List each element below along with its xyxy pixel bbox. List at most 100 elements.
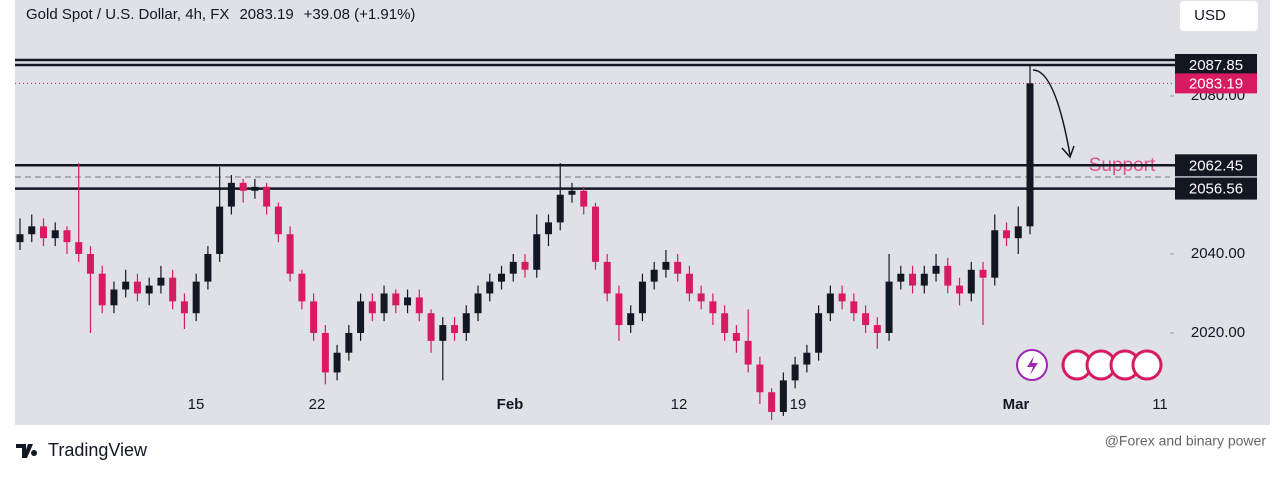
header: Gold Spot / U.S. Dollar, 4h, FX 2083.19 +3… — [26, 6, 415, 23]
currency-button[interactable] — [1180, 1, 1258, 31]
header-change: +39.08 (+1.91%) — [304, 6, 416, 23]
candle-body — [251, 186, 259, 191]
x-tick-label: 22 — [309, 396, 326, 413]
candle-body — [368, 301, 376, 314]
candle-body — [380, 293, 388, 314]
candle-body — [580, 190, 588, 207]
candle-body — [991, 230, 999, 278]
candle-body — [451, 325, 459, 333]
candle-body — [509, 261, 517, 274]
candle-body — [779, 380, 787, 412]
branding: TradingView — [48, 440, 148, 460]
candle-body — [404, 297, 412, 306]
candle-body — [732, 332, 740, 341]
candle-body — [98, 273, 106, 306]
candle-body — [756, 364, 764, 393]
x-tick-label: 11 — [1152, 396, 1168, 413]
level-label: 2087.85 — [1189, 57, 1243, 74]
candle-body — [1026, 83, 1034, 227]
candle-body — [145, 285, 153, 294]
x-tick-label: 12 — [671, 396, 688, 413]
candle-body — [744, 340, 752, 365]
arrow-head — [1061, 145, 1075, 159]
candle-body — [638, 281, 646, 314]
candle-body — [157, 277, 165, 286]
arrow — [1032, 69, 1071, 156]
candle-body — [439, 325, 447, 341]
candle-body — [169, 277, 177, 302]
candle-body — [791, 364, 799, 381]
candle-body — [920, 273, 928, 286]
candle-body — [263, 186, 271, 207]
candle-body — [122, 281, 130, 290]
candle-body — [603, 261, 611, 294]
header-price: 2083.19 — [239, 6, 293, 23]
level-label: 2062.45 — [1189, 157, 1243, 174]
plot-background — [15, 0, 1270, 425]
candle-body — [850, 301, 858, 314]
level-label: 2056.56 — [1189, 181, 1243, 198]
candle-body — [838, 293, 846, 302]
candle-body — [345, 332, 353, 353]
candle-body — [474, 293, 482, 314]
candle-body — [486, 281, 494, 294]
candle-body — [979, 269, 987, 278]
candle-body — [427, 313, 435, 341]
x-tick-label: Feb — [497, 396, 524, 413]
candle-body — [533, 234, 541, 270]
candle-body — [392, 293, 400, 306]
candle-body — [333, 352, 341, 373]
candle-body — [591, 206, 599, 262]
candle-body — [662, 261, 670, 270]
candle-body — [28, 226, 36, 235]
flag-icon[interactable] — [1131, 349, 1163, 381]
candle-body — [16, 234, 24, 243]
candle-body — [75, 242, 83, 254]
candle-body — [815, 313, 823, 353]
candle-body — [932, 265, 940, 274]
chart-title: Gold Spot / U.S. Dollar, 4h, FX — [26, 6, 229, 23]
candle-body — [298, 273, 306, 302]
x-tick-label: Mar — [1003, 396, 1030, 413]
icons — [1016, 349, 1163, 381]
candle-body — [86, 253, 94, 274]
candle-body — [826, 293, 834, 314]
tv-logo — [16, 444, 38, 458]
candle-body — [216, 206, 224, 254]
candle-body — [133, 281, 141, 294]
candle-body — [709, 301, 717, 314]
candle-body — [204, 253, 212, 282]
lightning — [1027, 356, 1038, 375]
candle-body — [615, 293, 623, 326]
candle-body — [521, 261, 529, 270]
candle-body — [51, 230, 59, 239]
candle-body — [697, 293, 705, 302]
candle-body — [944, 265, 952, 286]
candle-body — [192, 281, 200, 314]
x-tick-label: 19 — [790, 396, 807, 413]
candle-body — [674, 261, 682, 274]
candle-body — [1003, 230, 1011, 239]
currency-label[interactable]: USD — [1194, 7, 1226, 24]
candle-body — [227, 182, 235, 207]
candle-body — [1014, 226, 1022, 239]
candle-body — [357, 301, 365, 333]
candle-body — [39, 226, 47, 239]
candle-body — [556, 194, 564, 223]
candle-body — [885, 281, 893, 333]
y-tick-label: 2040.00 — [1191, 245, 1245, 262]
x-tick-label: 15 — [188, 396, 205, 413]
candle-body — [862, 313, 870, 326]
candle-body — [650, 269, 658, 282]
level-label-box — [1175, 154, 1257, 177]
candle-body — [627, 313, 635, 326]
candle-body — [110, 289, 118, 306]
candle-body — [63, 230, 71, 243]
candle-body — [321, 332, 329, 373]
candle-body — [274, 206, 282, 235]
candle-body — [239, 182, 247, 191]
candle-body — [685, 273, 693, 294]
candle-body — [803, 352, 811, 365]
price-label: 2083.19 — [1189, 75, 1243, 92]
